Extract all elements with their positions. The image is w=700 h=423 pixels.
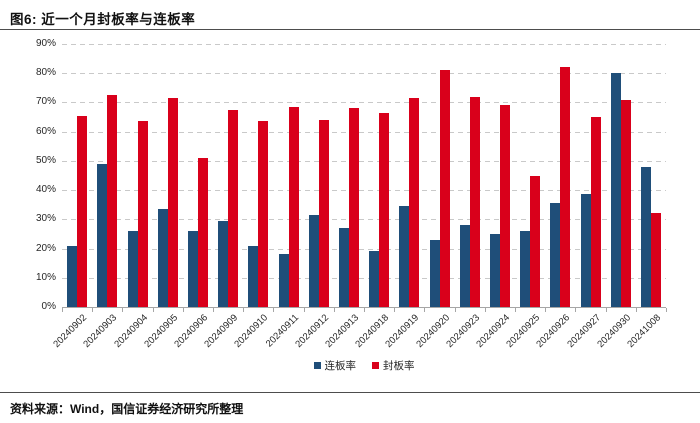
- x-axis-line: [62, 307, 666, 308]
- gridline-70: [62, 102, 666, 104]
- x-axis-tick: [152, 308, 154, 312]
- bar-连板率-20240924: [489, 233, 500, 307]
- x-axis-tick: [666, 308, 667, 312]
- bar-封板率-20240919: [409, 98, 420, 307]
- legend-marker-icon: [313, 362, 321, 369]
- bar-连板率-20240905: [157, 209, 168, 307]
- bar-封板率-20240910: [258, 121, 269, 307]
- x-axis-tick: [605, 308, 607, 312]
- x-axis-tick: [92, 308, 94, 312]
- x-axis-tick: [424, 308, 426, 312]
- legend-item-封板率: 封板率: [372, 358, 415, 373]
- bar-连板率-20240912: [308, 214, 319, 307]
- legend-label: 连板率: [324, 360, 357, 372]
- chart-legend: 连板率 封板率: [62, 358, 666, 373]
- x-axis-tick: [484, 308, 486, 312]
- x-axis-tick: [303, 308, 305, 312]
- legend-item-连板率: 连板率: [313, 358, 357, 373]
- bar-连板率-20240903: [97, 163, 108, 307]
- bar-连板率-20240919: [399, 206, 410, 307]
- bar-连板率-20240930: [610, 73, 621, 307]
- x-axis-tick: [545, 308, 547, 312]
- gridline-90: [62, 44, 666, 45]
- figure-title-row: 图6: 近一个月封板率与连板率: [0, 0, 700, 30]
- x-axis-tick: [575, 308, 577, 312]
- figure-title: 图6: 近一个月封板率与连板率: [10, 12, 196, 27]
- bar-封板率-20240925: [530, 175, 541, 307]
- bar-连板率-20240910: [248, 245, 259, 307]
- y-axis-tick-label: 90%: [35, 38, 56, 49]
- y-axis-tick-label: 20%: [35, 242, 56, 254]
- gridline-80: [62, 73, 666, 75]
- gridline-10: [62, 277, 666, 279]
- y-axis-tick-label: 30%: [35, 213, 56, 225]
- bar-连板率-20240902: [67, 245, 78, 307]
- bar-封板率-20240930: [620, 99, 631, 307]
- bar-封板率-20240911: [288, 106, 299, 307]
- bar-连板率-20240906: [187, 231, 198, 307]
- bar-chart: 0% 10% 20% 30% 40% 50% 60% 70% 80% 90% 20240902 202…: [0, 30, 700, 392]
- bar-连板率-20241008: [640, 166, 651, 307]
- gridline-40: [62, 190, 666, 192]
- bar-连板率-20240918: [369, 251, 380, 307]
- legend-label: 封板率: [383, 360, 415, 372]
- bar-连板率-20240920: [429, 239, 440, 307]
- bar-封板率-20240906: [197, 157, 208, 307]
- bar-连板率-20240926: [550, 203, 561, 307]
- bar-封板率-20240920: [439, 70, 450, 307]
- x-axis-tick: [635, 308, 637, 312]
- source-note: 资料来源：Wind，国信证券经济研究所整理: [10, 402, 244, 416]
- bar-封板率-20240903: [107, 95, 118, 307]
- bar-连板率-20240909: [218, 220, 229, 307]
- y-axis-tick-label: 0%: [41, 301, 56, 312]
- x-axis-tick: [364, 308, 365, 312]
- x-axis-tick: [213, 308, 214, 312]
- bar-连板率-20240913: [338, 228, 349, 307]
- x-axis-tick: [62, 308, 63, 312]
- gridline-50: [62, 160, 666, 162]
- x-axis-tick: [333, 308, 335, 312]
- x-axis-tick: [182, 308, 184, 312]
- bar-封板率-20240909: [228, 109, 239, 307]
- x-axis-tick: [515, 308, 516, 312]
- x-axis-tick: [122, 308, 124, 312]
- bar-连板率-20240927: [580, 194, 591, 307]
- y-axis-tick-label: 40%: [35, 184, 56, 196]
- x-axis-tick: [273, 308, 275, 312]
- x-axis-tick: [243, 308, 245, 312]
- bar-封板率-20240904: [137, 121, 148, 307]
- bar-封板率-20240905: [167, 98, 178, 307]
- bar-封板率-20240927: [590, 117, 601, 307]
- bar-连板率-20240911: [278, 254, 289, 307]
- bar-封板率-20240913: [348, 108, 359, 307]
- y-axis-tick-label: 80%: [35, 67, 56, 79]
- bar-封板率-20240912: [318, 119, 329, 307]
- bar-封板率-20240902: [77, 115, 88, 307]
- bar-连板率-20240904: [127, 231, 138, 307]
- bar-封板率-20240923: [469, 96, 480, 307]
- bar-连板率-20240925: [520, 231, 531, 307]
- bar-封板率-20241008: [650, 213, 661, 307]
- y-axis-tick-label: 70%: [35, 96, 56, 108]
- bar-封板率-20240926: [560, 67, 571, 307]
- bar-连板率-20240923: [459, 225, 470, 307]
- y-axis-tick-label: 50%: [35, 154, 56, 166]
- source-row: 资料来源：Wind，国信证券经济研究所整理: [0, 392, 700, 423]
- x-axis-tick: [454, 308, 456, 312]
- gridline-60: [62, 131, 666, 133]
- y-axis-tick-label: 60%: [35, 125, 56, 137]
- gridline-20: [62, 248, 666, 250]
- legend-marker-icon: [372, 362, 379, 369]
- y-axis-tick-label: 10%: [35, 271, 56, 283]
- bar-封板率-20240924: [499, 105, 510, 307]
- gridline-30: [62, 219, 666, 221]
- bar-封板率-20240918: [379, 112, 390, 307]
- x-axis-tick: [394, 308, 396, 312]
